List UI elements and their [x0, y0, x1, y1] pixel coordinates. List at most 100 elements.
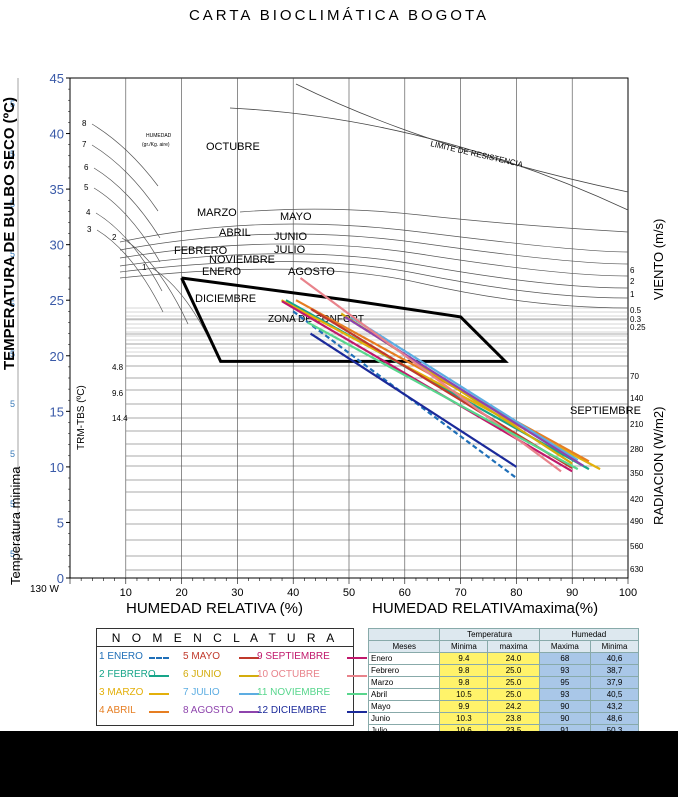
table-cell: 24.2 [487, 700, 540, 713]
legend-item-swatch [149, 693, 169, 695]
limit-curve [295, 83, 629, 193]
table-cell: 68 [538, 652, 592, 665]
table-cell: 9.9 [439, 700, 489, 713]
legend-item-label: 10 OCTUBRE [257, 669, 320, 680]
legend-item-swatch [347, 675, 367, 677]
radiation-tick-label: 420 [630, 495, 644, 504]
humidity-tick-label: 2 [112, 233, 117, 242]
wind-curve [119, 233, 629, 265]
limit-curve [229, 107, 629, 211]
humidity-tick-label: 7 [82, 140, 87, 149]
y-tick-label: 30 [50, 238, 64, 253]
legend-item-swatch [239, 711, 259, 713]
humidity-curve [93, 187, 161, 263]
table-cell: 9.8 [439, 664, 489, 677]
low-temp-tick-label: 5 [10, 449, 15, 459]
month-label: NOVIEMBRE [209, 254, 275, 266]
trm-tick-label: 14.4 [112, 414, 128, 423]
radiation-axis-label: RADIACION (W/m2) [651, 407, 666, 525]
col-header-months: Meses [367, 640, 441, 653]
month-label: MAYO [280, 211, 312, 223]
low-temp-tick-label: 5 [10, 99, 15, 109]
legend-item-label: 5 MAYO [183, 651, 221, 662]
series-line [350, 315, 579, 462]
radiation-tick-label: 210 [630, 420, 644, 429]
wind-curve [119, 223, 629, 253]
y-tick-label: 10 [50, 460, 64, 475]
month-label: SEPTIEMBRE [570, 405, 641, 417]
legend-item-label: 4 ABRIL [99, 705, 136, 716]
radiation-tick-label: 490 [630, 517, 644, 526]
table-cell: 23.8 [487, 712, 540, 725]
col-header-hum-max: Maxima [538, 640, 592, 653]
nomenclature-legend: N O M E N C L A T U R A 1 ENERO 2 FEBRERO… [96, 628, 367, 726]
wind-curve [119, 243, 629, 277]
low-temp-tick-label: 5 [10, 399, 15, 409]
humidity-tick-label: 1 [142, 263, 147, 272]
legend-item-label: 1 ENERO [99, 651, 143, 662]
legend-item-swatch [239, 675, 259, 677]
wind-curve [119, 253, 629, 289]
humidity-tick-label: 6 [84, 163, 89, 172]
month-label: JULIO [274, 244, 306, 256]
wind-tick-label: 1 [630, 290, 635, 299]
humidity-curve [93, 167, 161, 239]
humidity-caption: (gr./Kg. aire) [142, 142, 170, 148]
table-cell: 90 [538, 700, 592, 713]
table-cell: 25.0 [487, 688, 540, 701]
table-cell: 25.0 [487, 664, 540, 677]
month-label: OCTUBRE [206, 141, 260, 153]
wind-tick-label: 0.25 [630, 323, 646, 332]
radiation-tick-label: 280 [630, 445, 644, 454]
y-tick-label: 20 [50, 349, 64, 364]
table-cell: 90 [538, 712, 592, 725]
table-cell: Marzo [367, 676, 441, 689]
y-axis-label: TEMPERATURA DE BULBO SECO (ºC) [1, 97, 18, 370]
table-cell: 37,9 [590, 676, 639, 689]
series-line [299, 277, 562, 473]
table-row: Marzo 9.8 25.0 95 37,9 [367, 676, 639, 689]
col-header-temp-min: Minima [439, 640, 489, 653]
month-label: DICIEMBRE [195, 293, 256, 305]
col-header-hum-min: Minima [590, 640, 639, 653]
table-cell: 9.4 [439, 652, 489, 665]
humidity-tick-label: 8 [82, 119, 87, 128]
humidity-curve [95, 212, 163, 292]
radiation-tick-label: 630 [630, 565, 644, 574]
low-temp-tick-label: 5 [10, 249, 15, 259]
x-corner-label: 130 W [30, 584, 59, 595]
y-tick-label: 45 [50, 71, 64, 86]
legend-item-swatch [149, 657, 169, 659]
table-row: Enero 9.4 24.0 68 40,6 [367, 652, 639, 665]
wind-tick-label: 6 [630, 266, 635, 275]
table-cell: 43,2 [590, 700, 639, 713]
table-cell: 95 [538, 676, 592, 689]
low-temp-tick-label: 5 [10, 149, 15, 159]
table-cell: Abril [367, 688, 441, 701]
month-label: JUNIO [274, 231, 307, 243]
wind-tick-label: 0.3 [630, 315, 642, 324]
humidity-curve [96, 229, 164, 313]
series-line [307, 321, 579, 471]
table-row: Abril 10.5 25.0 93 40,5 [367, 688, 639, 701]
legend-item-swatch [149, 675, 169, 677]
table-cell: Junio [367, 712, 441, 725]
x-tick-label: 10 [120, 587, 132, 599]
legend-item-label: 3 MARZO [99, 687, 144, 698]
wind-curve [239, 208, 629, 233]
table-cell: 40,6 [590, 652, 639, 665]
legend-item-label: 8 AGOSTO [183, 705, 234, 716]
col-header-temp-max: maxima [487, 640, 540, 653]
x-tick-label: 60 [399, 587, 411, 599]
month-label: ABRIL [219, 227, 251, 239]
table-row: Febrero 9.8 25.0 93 38,7 [367, 664, 639, 677]
humidity-tick-label: 3 [87, 225, 92, 234]
chart-title: CARTA BIOCLIMÁTICA BOGOTA [189, 7, 489, 24]
black-footer-band [0, 731, 678, 797]
x-tick-label: 80 [510, 587, 522, 599]
trm-tick-label: 4.8 [112, 363, 124, 372]
legend-item-swatch [239, 657, 259, 659]
legend-item-label: 7 JULIO [183, 687, 220, 698]
temperature-group-header: Temperatura [439, 628, 540, 641]
low-temp-tick-label: 5 [10, 549, 15, 559]
